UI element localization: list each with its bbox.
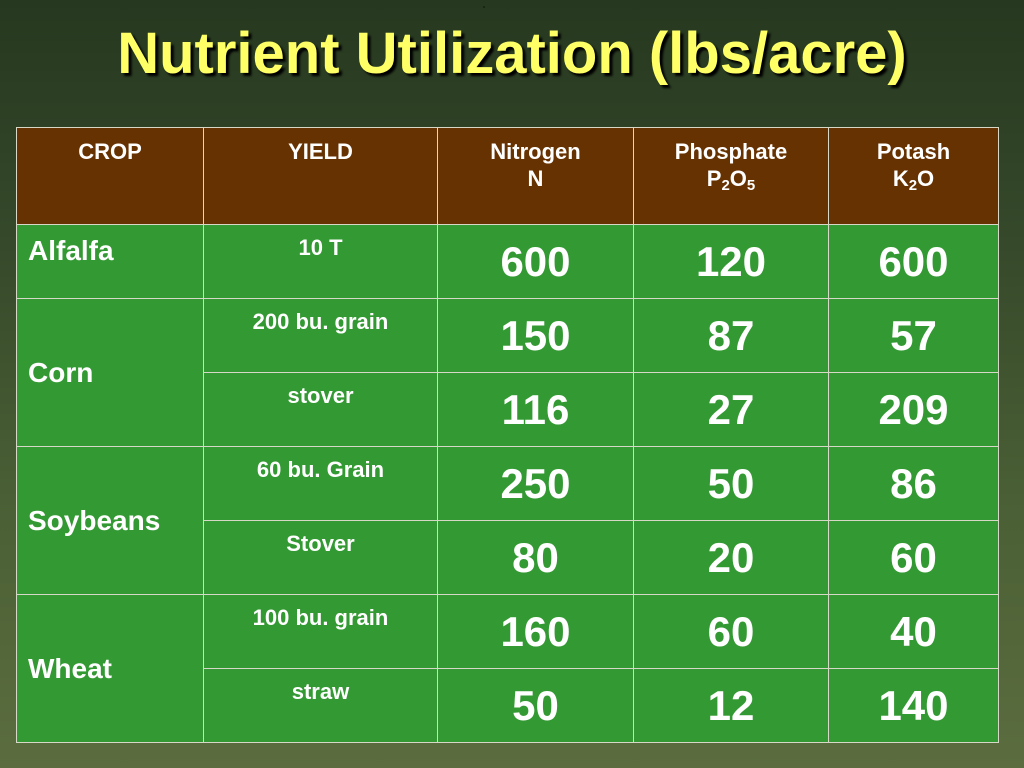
potash-cell: 209 xyxy=(828,372,999,447)
phosphate-cell: 120 xyxy=(633,224,829,299)
header-crop: CROP xyxy=(16,127,204,225)
phosphate-cell: 50 xyxy=(633,446,829,521)
page-title: Nutrient Utilization (lbs/acre) xyxy=(117,21,907,86)
nutrient-table: CROP YIELD Nitrogen N Phosphate P2O5 Pot… xyxy=(16,127,999,743)
potash-cell: 600 xyxy=(828,224,999,299)
crop-cell: Soybeans xyxy=(16,446,204,595)
nitrogen-cell: 116 xyxy=(437,372,634,447)
nitrogen-cell: 80 xyxy=(437,520,634,595)
potash-cell: 40 xyxy=(828,594,999,669)
header-phosphate-formula: P2O5 xyxy=(706,166,756,194)
table-row: Soybeans 60 bu. Grain 250 50 86 xyxy=(16,446,999,595)
nitrogen-cell: 160 xyxy=(437,594,634,669)
crop-cell: Corn xyxy=(16,298,204,447)
header-row: CROP YIELD Nitrogen N Phosphate P2O5 Pot… xyxy=(16,127,999,225)
nitrogen-cell: 50 xyxy=(437,668,634,743)
table-row: Alfalfa 10 T 600 120 600 xyxy=(16,224,999,299)
yield-cell: straw xyxy=(203,668,438,743)
crop-cell: Alfalfa xyxy=(16,224,204,299)
potash-cell: 60 xyxy=(828,520,999,595)
yield-cell: 100 bu. grain xyxy=(203,594,438,669)
header-nitrogen-symbol: N xyxy=(527,166,544,191)
table-row: Corn 200 bu. grain 150 87 57 xyxy=(16,298,999,447)
potash-cell: 86 xyxy=(828,446,999,521)
potash-cell: 57 xyxy=(828,298,999,373)
nitrogen-cell: 150 xyxy=(437,298,634,373)
artifact-dot xyxy=(483,6,485,8)
header-nitrogen: Nitrogen N xyxy=(437,127,634,225)
yield-cell: 200 bu. grain xyxy=(203,298,438,373)
header-potash-label: Potash xyxy=(876,139,951,164)
header-yield: YIELD xyxy=(203,127,438,225)
header-potash-formula: K2O xyxy=(892,166,935,194)
header-phosphate-label: Phosphate xyxy=(674,139,788,164)
yield-cell: 10 T xyxy=(203,224,438,299)
table-row: stover 116 27 209 xyxy=(17,372,999,447)
table-row: Wheat 100 bu. grain 160 60 40 xyxy=(16,594,999,743)
phosphate-cell: 27 xyxy=(633,372,829,447)
header-phosphate: Phosphate P2O5 xyxy=(633,127,829,225)
header-potash: Potash K2O xyxy=(828,127,999,225)
phosphate-cell: 60 xyxy=(633,594,829,669)
phosphate-cell: 20 xyxy=(633,520,829,595)
table-row: Stover 80 20 60 xyxy=(17,520,999,595)
yield-cell: Stover xyxy=(203,520,438,595)
crop-cell: Wheat xyxy=(16,594,204,743)
nitrogen-cell: 600 xyxy=(437,224,634,299)
header-nitrogen-label: Nitrogen xyxy=(490,139,581,164)
phosphate-cell: 12 xyxy=(633,668,829,743)
yield-cell: stover xyxy=(203,372,438,447)
nitrogen-cell: 250 xyxy=(437,446,634,521)
yield-cell: 60 bu. Grain xyxy=(203,446,438,521)
table-row: straw 50 12 140 xyxy=(17,668,999,743)
potash-cell: 140 xyxy=(828,668,999,743)
phosphate-cell: 87 xyxy=(633,298,829,373)
